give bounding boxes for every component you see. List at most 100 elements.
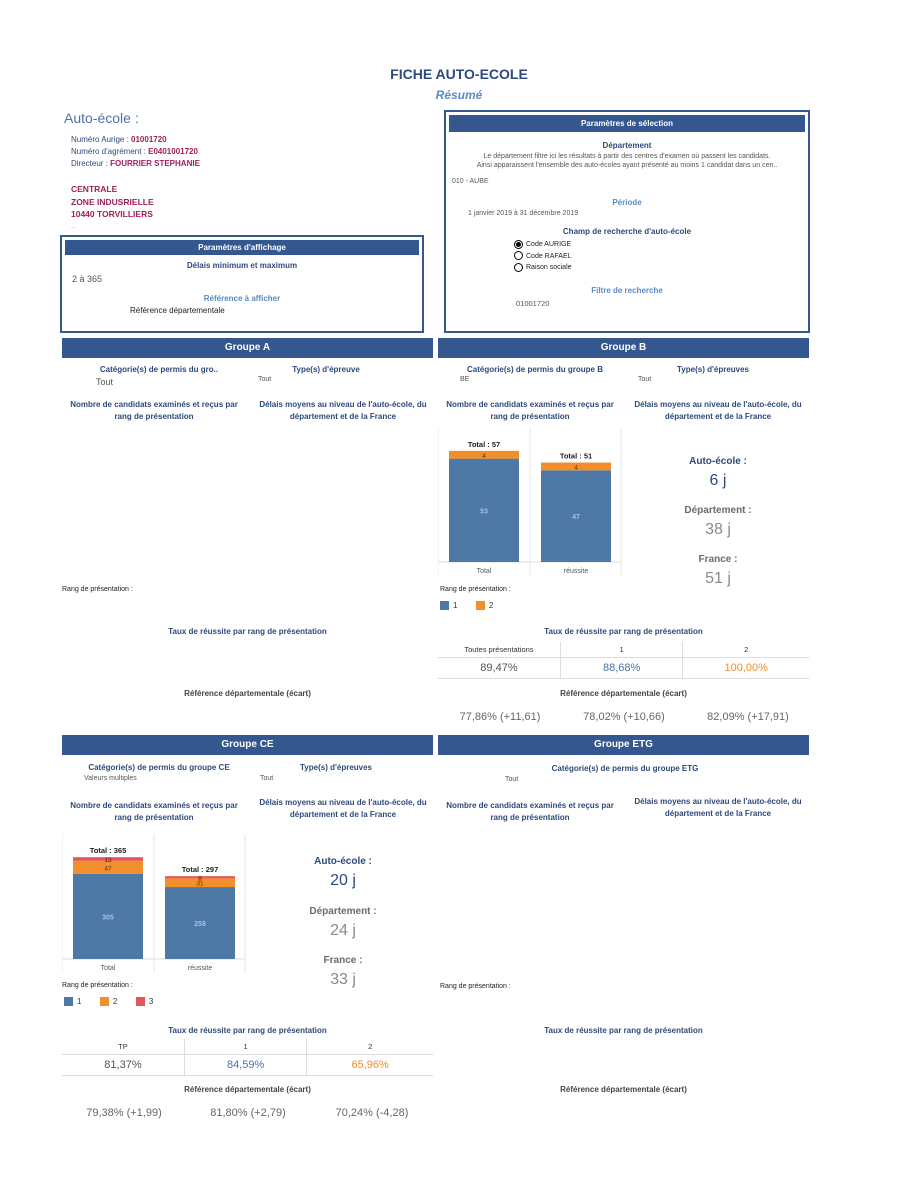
groupB-ref-label: Référence départementale (écart): [560, 689, 687, 698]
table-cell: 84,59%: [184, 1054, 308, 1075]
bar-value-label: 258: [194, 921, 206, 928]
bar-total-label: Total : 365: [90, 846, 127, 855]
radio-icon[interactable]: [514, 262, 523, 272]
groupETG-rang-label: Rang de présentation :: [440, 983, 511, 990]
groupA-rang-label: Rang de présentation :: [62, 586, 133, 593]
groupCE-ref-value-3: 70,24% (-4,28): [335, 1107, 409, 1119]
radio-label-aurige: Code AURIGE: [526, 241, 572, 248]
groupCE-ae-value: 20 j: [330, 872, 356, 889]
display-params-title: Paramètres d'affichage: [65, 240, 419, 255]
groupCE-ref-label: Référence départementale (écart): [184, 1085, 311, 1094]
table-cell: 89,47%: [438, 657, 561, 678]
page-subtitle: Résumé: [435, 88, 483, 102]
groupB-ref-value-1: 77,86% (+11,61): [459, 711, 541, 723]
table-cell: 81,37%: [62, 1054, 185, 1075]
table-header-cell: 2: [744, 644, 749, 654]
groupA-type-label: Type(s) d'épreuve: [292, 365, 360, 374]
groupB-type-value[interactable]: Tout: [638, 376, 652, 383]
legend-swatch-3: [135, 997, 145, 1007]
bar-value-label: 8: [198, 875, 202, 882]
filtre-value[interactable]: 01001720: [516, 298, 550, 308]
legend-swatch-2: [99, 997, 109, 1007]
radio-selected-icon[interactable]: [514, 239, 523, 249]
radio-option-rafael[interactable]: Code RAFAEL: [514, 251, 808, 263]
legend-label-1: 1: [77, 997, 82, 1007]
legend-label-2: 2: [112, 997, 118, 1007]
groupCE-cat-label: Catégorie(s) de permis du groupe CE: [88, 763, 230, 772]
groupETG-header: Groupe ETG: [438, 735, 809, 755]
groupB-chart: 53 4 Total : 57 Total 47 4 Total : 51 réussite: [437, 428, 622, 580]
groupCE-taux-table: TP 1 2 81,37% 84,59% 65,96%: [62, 1039, 433, 1076]
groupETG-cat-value[interactable]: Tout: [505, 776, 519, 783]
groupB-cat-label: Catégorie(s) de permis du groupe B: [466, 365, 604, 374]
table-row: 89,47% 88,68% 100,00%: [438, 657, 809, 678]
groupETG-taux-label: Taux de réussite par rang de présentatio…: [544, 1026, 703, 1035]
periode-value[interactable]: 1 janvier 2019 à 31 décembre 2019: [468, 210, 579, 217]
reference-value[interactable]: Référence départementale: [130, 306, 225, 315]
groupB-ae-value: 6 j: [709, 472, 727, 489]
groupB-cat-value[interactable]: BE: [460, 376, 470, 383]
radio-option-aurige[interactable]: Code AURIGE: [514, 239, 808, 251]
departement-label: Département: [602, 141, 652, 150]
directeur-value: FOURRIER STEPHANIE: [110, 159, 200, 168]
delais-minmax-value[interactable]: 2 à 365: [72, 274, 103, 284]
legend-swatch-2: [475, 601, 485, 611]
legend-label-1: 1: [453, 601, 458, 611]
table-header-row: TP 1 2: [62, 1039, 433, 1054]
bar-segment: [73, 873, 143, 959]
champ-recherche-options: Code AURIGE Code RAFAEL Raison sociale: [514, 239, 808, 274]
groupA-type-value[interactable]: Tout: [258, 376, 272, 383]
table-row: 81,37% 84,59% 65,96%: [62, 1054, 433, 1075]
groupCE-fr-value: 33 j: [330, 971, 356, 988]
bar-segment: [165, 876, 235, 879]
groupCE-chart: 305 47 13 Total : 365 Total 258 31 8 Total : 297…: [61, 834, 246, 976]
groupETG-ref-label: Référence départementale (écart): [560, 1085, 687, 1094]
display-params-panel: Paramètres d'affichage Délais minimum et…: [60, 235, 424, 333]
aurige-value: 01001720: [131, 135, 167, 144]
address-block: CENTRALE ZONE INDUSRIELLE 10440 TORVILLI…: [71, 183, 154, 233]
address-line-2: ZONE INDUSRIELLE: [71, 196, 154, 207]
address-line-1: CENTRALE: [71, 184, 118, 194]
groupCE-ref-value-1: 79,38% (+1,99): [86, 1107, 162, 1119]
table-header-cell: 1: [560, 642, 684, 657]
bar-segment: [449, 458, 519, 562]
stacked-bar-chart: 53 4 Total : 57 Total 47 4 Total : 51 réussite: [437, 428, 622, 576]
category-label: réussite: [564, 568, 589, 575]
auto-ecole-label: Auto-école :: [64, 110, 139, 126]
groupCE-type-value[interactable]: Tout: [260, 775, 274, 782]
groupA-header: Groupe A: [62, 338, 433, 358]
groupA-cat-value[interactable]: Tout: [96, 377, 114, 387]
bar-segment: [73, 860, 143, 874]
champ-recherche-label: Champ de recherche d'auto-école: [562, 227, 692, 236]
bar-value-label: 13: [104, 857, 112, 864]
groupCE-dep-label: Département :: [309, 906, 377, 917]
groupCE-ae-label: Auto-école :: [314, 856, 372, 867]
agrement-line: Numéro d'agrément : E0401001720: [71, 147, 198, 156]
bar-segment: [541, 462, 611, 471]
directeur-label: Directeur :: [71, 159, 111, 168]
groupB-nb-label: Nombre de candidats examinés et reçus pa…: [446, 400, 614, 421]
groupB-ref-value-3: 82,09% (+17,91): [707, 711, 789, 723]
groupCE-taux-label: Taux de réussite par rang de présentatio…: [168, 1026, 327, 1035]
bar-value-label: 47: [104, 865, 112, 872]
radio-label-raison: Raison sociale: [526, 264, 572, 271]
departement-value[interactable]: 010 - AUBE: [452, 178, 489, 185]
groupCE-cat-value[interactable]: Valeurs multiples: [84, 775, 137, 782]
groupB-ref-value-2: 78,02% (+10,66): [583, 711, 665, 723]
bar-value-label: 4: [574, 464, 578, 471]
table-cell: 88,68%: [560, 657, 684, 678]
groupCE-ref-value-2: 81,80% (+2,79): [210, 1107, 286, 1119]
departement-desc-2: Ainsi apparaissent l'ensemble des auto-é…: [476, 162, 778, 169]
radio-icon[interactable]: [514, 251, 523, 261]
groupCE-legend: 1 2 3: [64, 993, 167, 1011]
groupETG-delais-label: Délais moyens au niveau de l'auto-école,…: [634, 797, 802, 818]
radio-option-raison[interactable]: Raison sociale: [514, 262, 808, 274]
bar-segment: [449, 450, 519, 459]
table-header-cell: TP: [62, 1039, 185, 1054]
groupCE-dep-value: 24 j: [330, 922, 356, 939]
page-title: FICHE AUTO-ECOLE: [390, 66, 528, 82]
aurige-label: Numéro Aurige :: [71, 135, 132, 144]
category-label: Total: [101, 965, 116, 972]
bar-total-label: Total : 57: [468, 440, 500, 449]
bar-total-label: Total : 51: [560, 452, 592, 461]
